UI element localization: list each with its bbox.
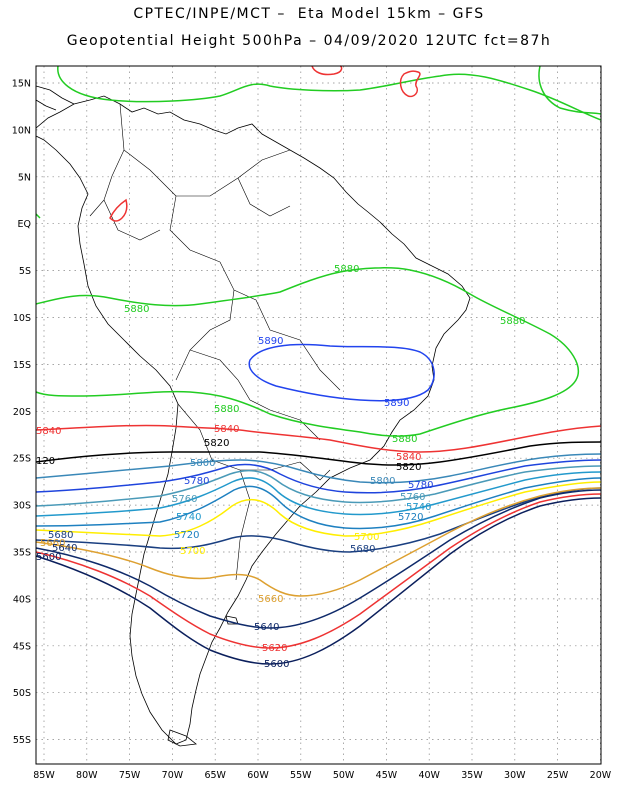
latitude-tick-label: 20S [13,407,31,418]
label-5880: 5880 [500,316,525,327]
contour-5820 [35,441,602,466]
label-5800: 5800 [190,458,215,469]
label-5740: 5740 [406,502,431,513]
label-5820: 5820 [204,438,229,449]
label-5640: 5640 [52,543,77,554]
contour-5840 [35,424,602,453]
map-subtitle: Geopotential Height 500hPa – 04/09/2020 … [66,33,552,49]
contour-5880-north-2 [538,65,602,115]
latitude-tick-label: 10N [12,125,31,136]
latitude-tick-label: 45S [13,641,31,652]
label-5880: 5880 [214,404,239,415]
contour-5780 [35,459,602,494]
latitude-tick-label: 10S [13,313,31,324]
contour-5740 [35,471,602,517]
contour-5720 [35,477,602,530]
contour-5620 [35,493,602,649]
longitude-tick-label: 50W [333,770,355,781]
contour-red-north-1 [311,65,343,76]
longitude-tick-label: 30W [504,770,526,781]
label-5890: 5890 [258,336,283,347]
latitude-axis: 15N 10N 5N EQ 5S 10S 15S 20S 25S 30S 35S 40S 45S 50S 5… [12,79,31,747]
latitude-tick-label: 5S [19,266,31,277]
contour-5800 [35,453,602,484]
longitude-tick-label: 45W [376,770,398,781]
label-5620: 5620 [262,643,287,654]
label-5760: 5760 [400,492,425,503]
label-5890: 5890 [384,398,409,409]
contour-5680 [35,487,602,553]
label-5720: 5720 [398,512,423,523]
contour-red-andes [109,198,128,222]
latitude-tick-label: 25S [13,454,31,465]
longitude-axis: 85W 80W 75W 70W 65W 60W 55W 50W 45W 40W 35W 30W 25W 2… [33,770,611,781]
label-5880: 5880 [124,304,149,315]
latitude-tick-label: 40S [13,594,31,605]
tierra-del-fuego [167,729,197,747]
contour-5880-mid [35,267,579,437]
label-5820: 120 [36,456,55,467]
longitude-tick-label: 25W [547,770,569,781]
contour-red-north-2 [399,70,421,98]
graticule [36,66,601,764]
map-title: CPTEC/INPE/MCT – Eta Model 15km – GFS [133,6,485,22]
label-5700: 5700 [180,546,205,557]
plot-area [36,66,601,764]
label-5680: 5680 [48,530,73,541]
label-5720: 5720 [174,530,199,541]
longitude-tick-label: 35W [461,770,483,781]
label-5660: 5660 [40,538,65,549]
label-5760: 5760 [172,494,197,505]
label-5640: 5640 [254,622,279,633]
label-5840: 5840 [396,452,421,463]
label-5600: 5600 [264,659,289,670]
contour-labels: 5880 5880 5880 5880 5880 5890 5890 5840 … [36,264,525,670]
longitude-tick-label: 80W [76,770,98,781]
latitude-tick-label: 50S [13,688,31,699]
longitude-tick-label: 70W [162,770,184,781]
latitude-tick-label: 15N [12,79,31,90]
contour-5880-north [57,65,602,121]
longitude-tick-label: 60W [247,770,269,781]
latitude-tick-label: 55S [13,735,31,746]
label-5780: 5780 [408,480,433,491]
longitude-tick-label: 55W [290,770,312,781]
latitude-tick-label: EQ [18,219,31,230]
longitude-tick-label: 65W [204,770,226,781]
label-5680: 5680 [350,544,375,555]
latitude-tick-label: 35S [13,548,31,559]
plot-frame [35,65,602,765]
longitude-tick-label: 40W [418,770,440,781]
contour-5700 [35,481,602,537]
label-5800: 5800 [370,476,395,487]
contour-5640 [35,489,602,629]
label-5840: 5840 [214,424,239,435]
label-5880: 5880 [334,264,359,275]
contour-5660 [35,487,602,597]
label-5700: 5700 [354,532,379,543]
contour-5600 [35,497,602,665]
contour-5760 [35,465,602,507]
contours [35,65,602,665]
country-borders [89,103,341,581]
label-5820: 5820 [396,462,421,473]
label-5880: 5880 [392,434,417,445]
longitude-tick-label: 85W [33,770,55,781]
label-5780: 5780 [184,476,209,487]
latitude-tick-label: 5N [18,172,31,183]
contour-5890 [248,343,435,402]
latitude-tick-label: 30S [13,501,31,512]
label-5660: 5660 [258,594,283,605]
contour-5880-small [35,213,41,219]
label-5740: 5740 [176,512,201,523]
longitude-tick-label: 75W [119,770,141,781]
latitude-tick-label: 15S [13,360,31,371]
central-america [35,85,75,111]
longitude-tick-label: 20W [590,770,612,781]
label-5840: 5840 [36,426,61,437]
label-5600: 5600 [36,552,61,563]
